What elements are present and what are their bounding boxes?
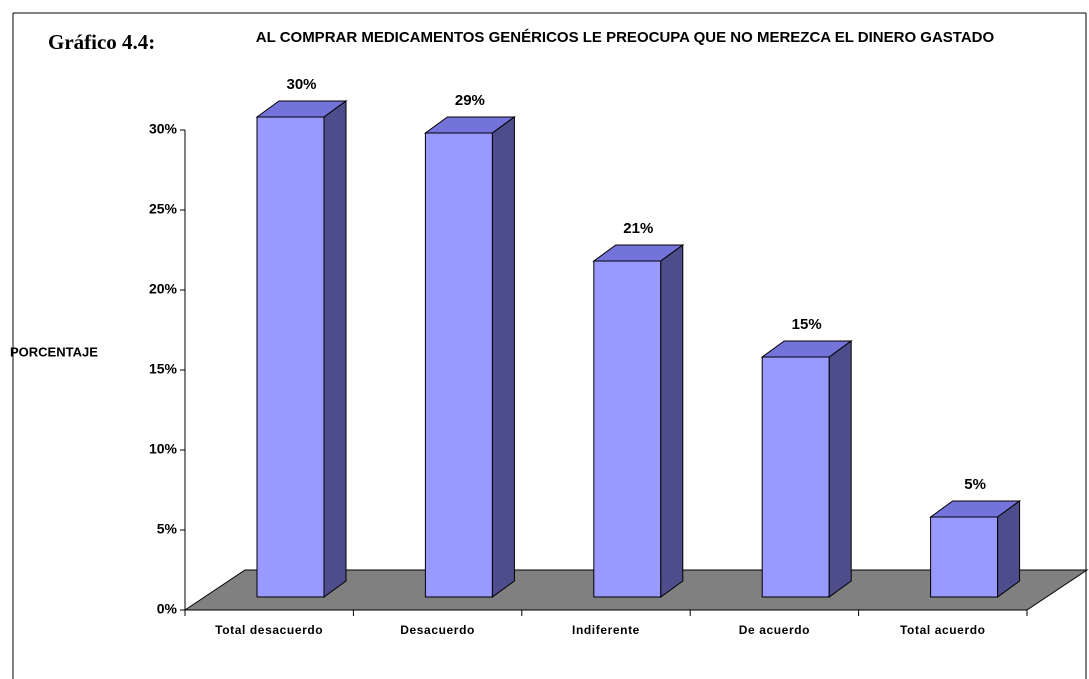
y-tick-label: 10%: [149, 441, 178, 457]
figure-label: Gráfico 4.4:: [48, 30, 156, 54]
bar-front: [256, 116, 325, 598]
value-label: 29%: [455, 92, 485, 109]
bar-side: [323, 100, 347, 598]
bar: [255, 100, 348, 598]
y-tick-label: 0%: [157, 601, 178, 617]
bar-front: [930, 516, 999, 598]
bar: [592, 244, 685, 598]
bar-side: [997, 500, 1021, 598]
bar: [929, 500, 1022, 598]
x-tick-label: Desacuerdo: [400, 623, 475, 637]
value-label: 5%: [964, 476, 986, 493]
x-tick-label: Total acuerdo: [900, 623, 986, 637]
bar-side: [491, 116, 515, 598]
bar-side: [660, 244, 684, 598]
bar-front: [593, 260, 662, 598]
bar-front: [761, 356, 830, 598]
y-tick-label: 30%: [149, 121, 178, 137]
bar-side: [828, 340, 852, 598]
bar-front: [424, 132, 493, 598]
x-tick-label: De acuerdo: [739, 623, 810, 637]
value-label: 21%: [623, 220, 653, 237]
y-axis-label: PORCENTAJE: [10, 344, 98, 359]
y-tick-label: 5%: [157, 521, 178, 537]
chart-title: AL COMPRAR MEDICAMENTOS GENÉRICOS LE PRE…: [255, 29, 995, 46]
bar: [760, 340, 853, 598]
y-tick-label: 20%: [149, 281, 178, 297]
y-tick-label: 25%: [149, 201, 178, 217]
value-label: 30%: [286, 76, 316, 93]
x-tick-label: Indiferente: [572, 623, 640, 637]
value-label: 15%: [792, 316, 822, 333]
x-tick-label: Total desacuerdo: [215, 623, 323, 637]
y-tick-label: 15%: [149, 361, 178, 377]
bar: [423, 116, 516, 598]
